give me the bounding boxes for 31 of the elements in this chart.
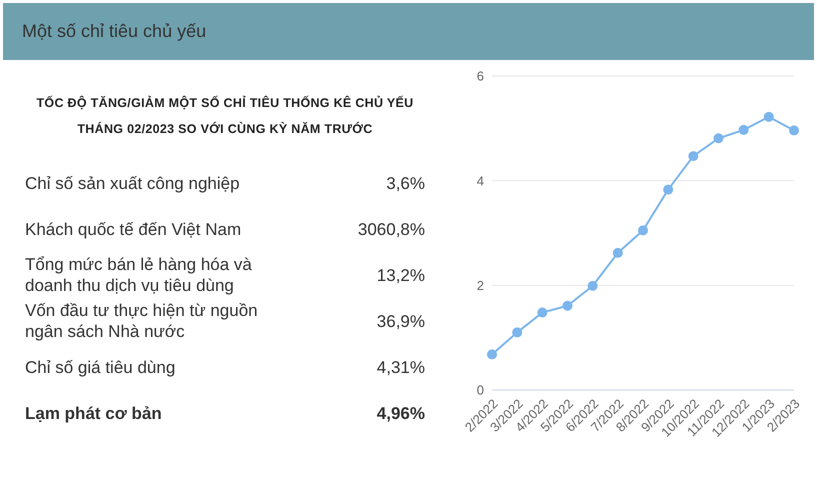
- point: [789, 125, 799, 136]
- category-label: Tổng mức bán lẻ hàng hóa và doanh thu dịch vụ tiêu dùng: [25, 254, 253, 296]
- category-label: Khách quốc tế đến Việt Nam: [25, 218, 242, 240]
- text: 3,6%: [386, 174, 425, 192]
- text: TỐC ĐỘ TĂNG/GIẢM MỘT SỐ CHỈ TIÊU THỐNG KÊ CHỦ YẾU THÁNG 02/2023 SO VỚI CÙNG KỲ NĂM TRƯỚC: [36, 94, 414, 138]
- category-label: Lạm phát cơ bản: [25, 402, 163, 424]
- point: [663, 184, 674, 195]
- point: [738, 124, 749, 135]
- point: [537, 308, 548, 318]
- point: [638, 225, 648, 236]
- point: [688, 151, 698, 162]
- category-label: Vốn đầu tư thực hiện từ nguồn ngân sách Nhà nước: [25, 300, 259, 342]
- text: 4,96%: [376, 404, 425, 422]
- y-tick-label: 0: [476, 382, 484, 398]
- text: Một số chỉ tiêu chủ yếu: [22, 21, 206, 42]
- y-tick-label: 2: [476, 278, 484, 293]
- point: [512, 327, 522, 338]
- y-tick-label: 6: [476, 68, 484, 84]
- point: [588, 280, 598, 291]
- category-label: Chỉ số giá tiêu dùng: [25, 356, 176, 378]
- point: [714, 133, 724, 144]
- point: [487, 349, 497, 360]
- point: [764, 112, 774, 122]
- text: 36,9%: [376, 312, 425, 330]
- category-label: Chỉ số sản xuất công nghiệp: [25, 172, 241, 194]
- text: 4,31%: [376, 358, 425, 376]
- point: [562, 300, 572, 311]
- text: 13,2%: [376, 266, 425, 284]
- y-tick-label: 4: [476, 173, 484, 188]
- point: [612, 248, 623, 258]
- text: 3060,8%: [358, 220, 425, 238]
